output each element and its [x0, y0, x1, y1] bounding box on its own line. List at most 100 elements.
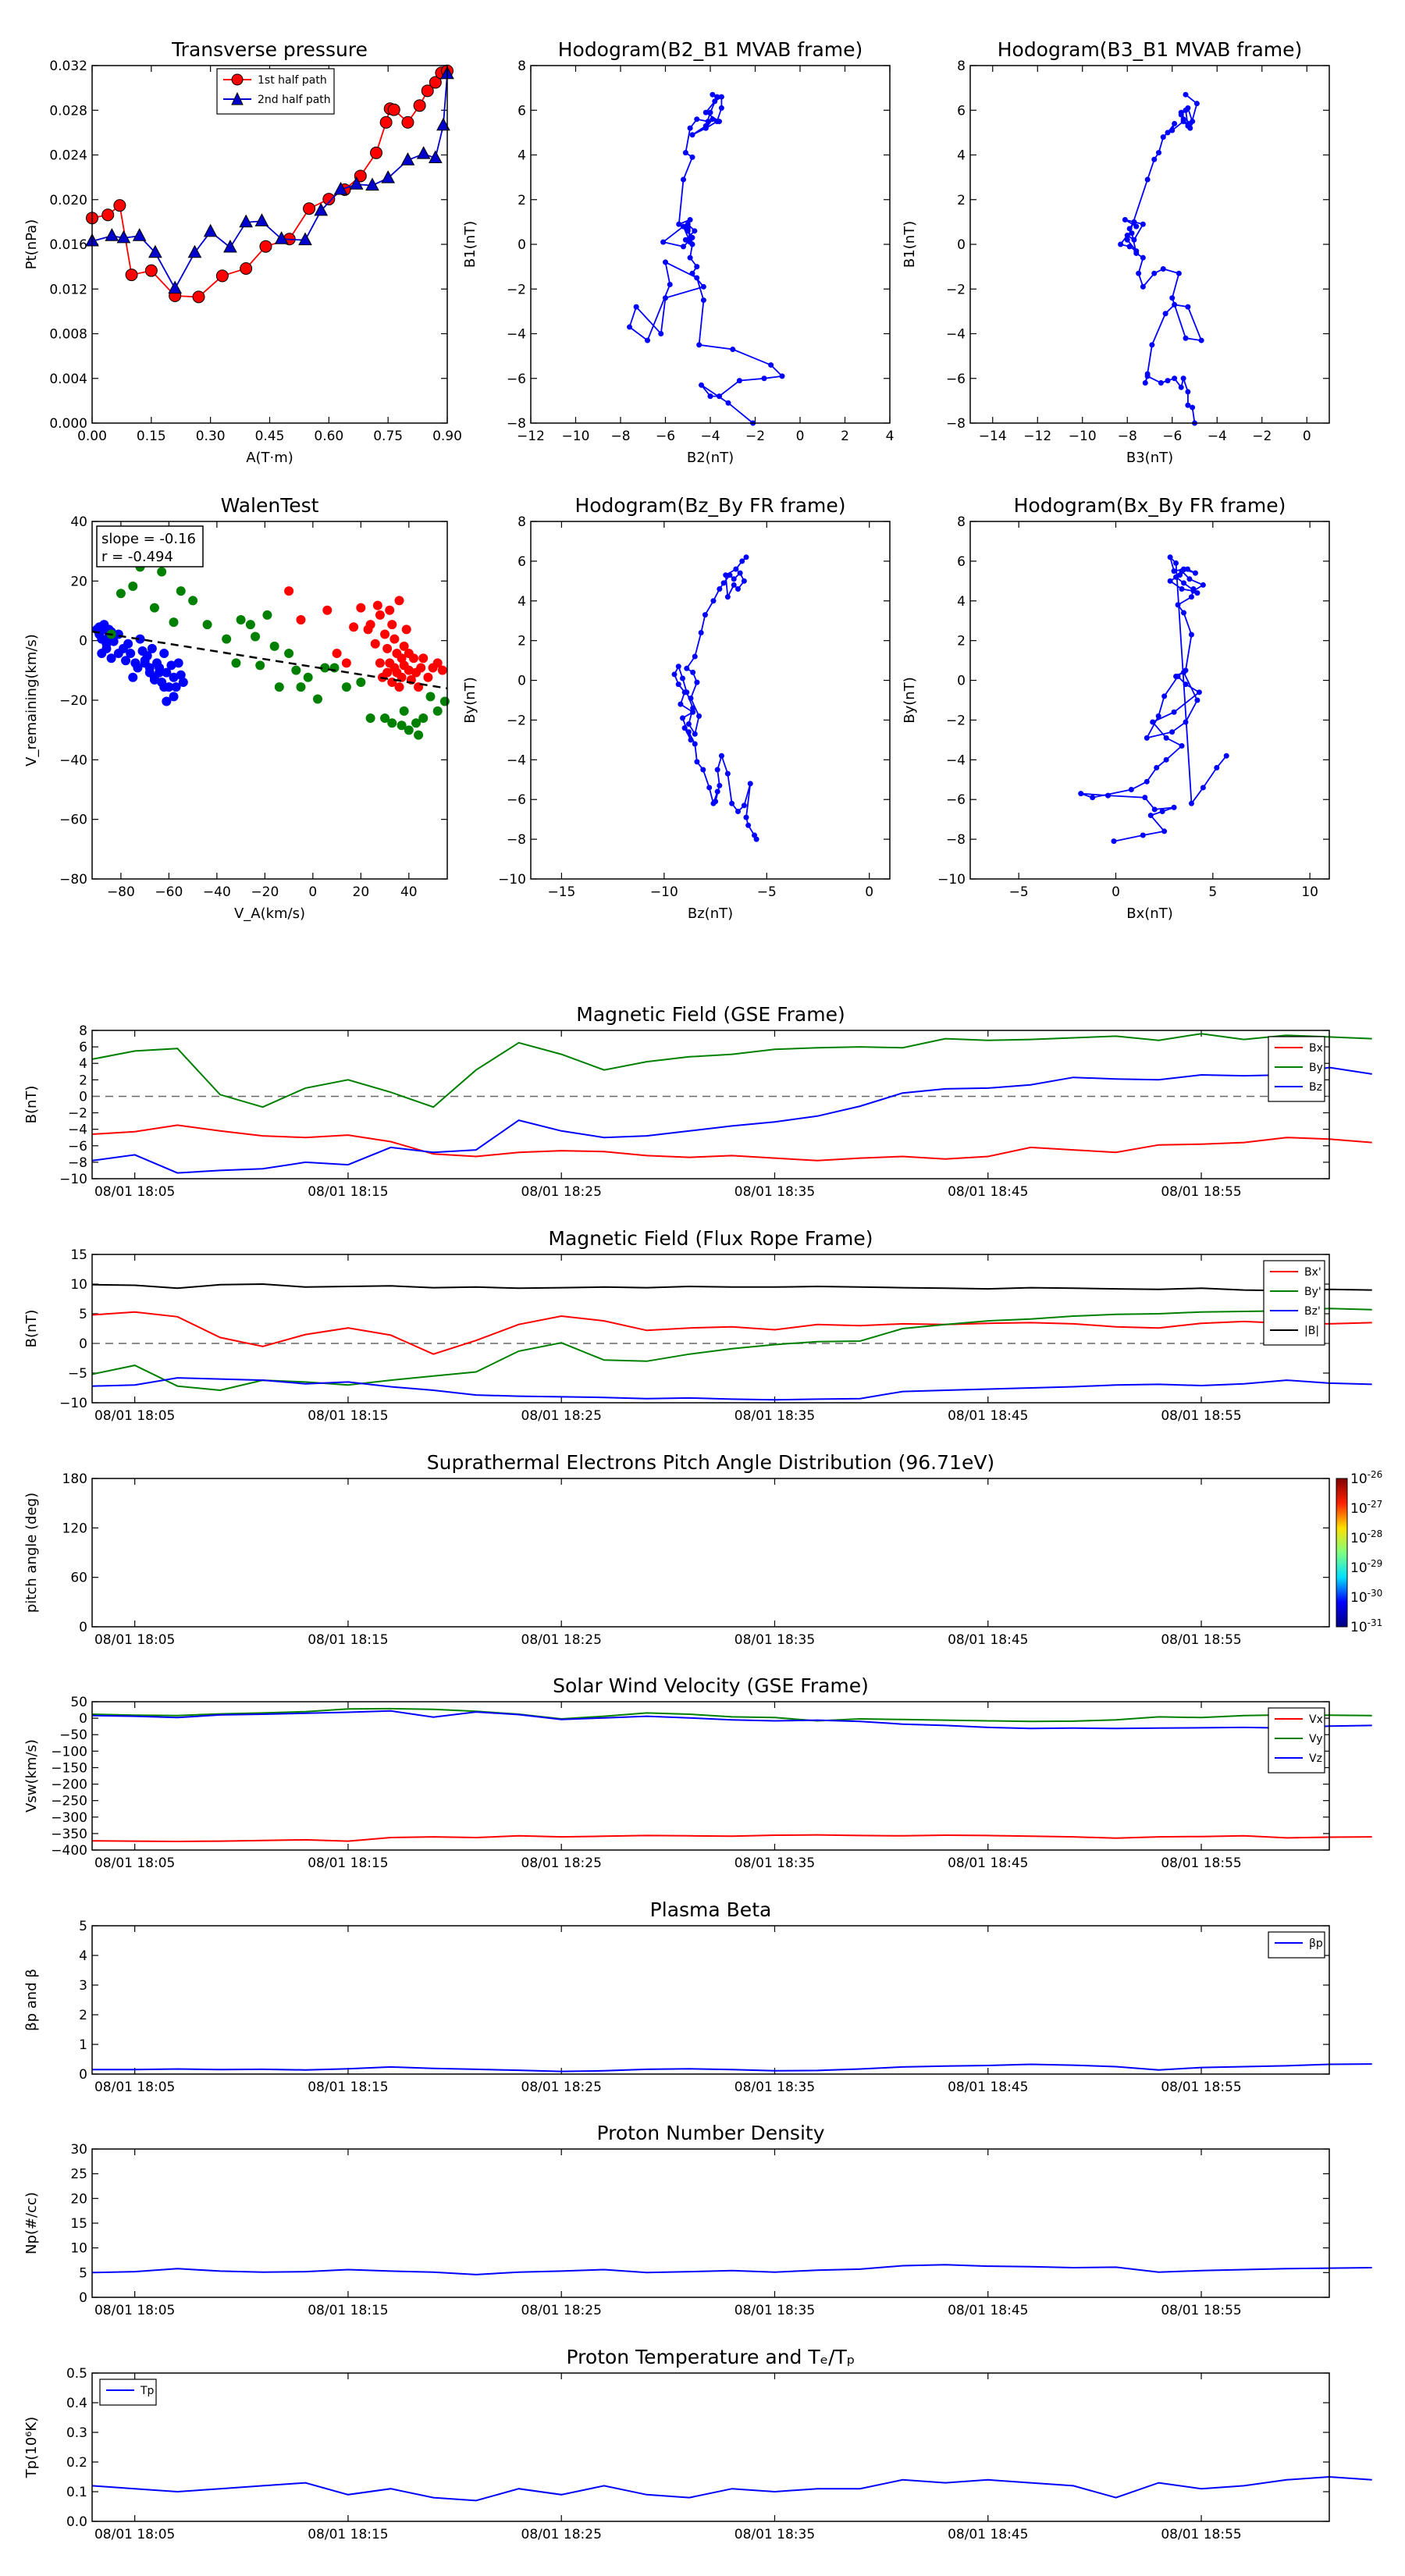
data-point [1128, 787, 1134, 792]
scatter-point-2 [375, 658, 385, 668]
data-point [1184, 566, 1190, 572]
scatter-point-0 [159, 649, 169, 659]
series-line-2 [91, 1377, 1372, 1401]
data-point [1161, 693, 1168, 699]
data-point [675, 681, 681, 688]
colorbar [1336, 1478, 1348, 1628]
data-point [1140, 283, 1146, 290]
data-point [688, 695, 694, 701]
data-point [1171, 804, 1177, 810]
x-tick-label: −6 [656, 429, 675, 444]
series-line-1 [91, 1707, 1372, 1723]
y-tick-label: 0 [79, 2067, 87, 2083]
x-tick-label: −40 [203, 884, 231, 900]
y-tick-label: −50 [59, 1727, 87, 1743]
y-tick-label: −400 [51, 1843, 87, 1859]
scatter-point-0 [176, 670, 186, 680]
chart-title: Solar Wind Velocity (GSE Frame) [553, 1674, 869, 1697]
data-point [113, 199, 126, 212]
scatter-point-0 [169, 692, 179, 702]
scatter-point-1 [439, 696, 450, 706]
y-tick-label: −100 [51, 1744, 87, 1759]
x-tick-label: 08/01 18:05 [94, 1184, 175, 1200]
data-point [1090, 795, 1096, 801]
y-axis-label: Vsw(km/s) [23, 1739, 40, 1813]
y-axis-label: B1(nT) [902, 221, 918, 268]
data-point [1169, 127, 1176, 133]
scatter-point-2 [404, 665, 414, 675]
x-tick-label: 0.45 [255, 429, 285, 444]
data-point [685, 729, 692, 735]
data-point [1131, 237, 1137, 243]
y-tick-label: 5 [79, 1919, 87, 1934]
data-point [1140, 254, 1146, 261]
y-tick-label: 0 [79, 1336, 87, 1352]
legend-label: Bx [1309, 1042, 1323, 1055]
scatter-point-2 [370, 639, 380, 649]
scatter-point-2 [372, 600, 382, 610]
data-point [731, 576, 737, 582]
x-tick-label: 08/01 18:15 [308, 1632, 388, 1648]
data-point [694, 759, 700, 765]
y-tick-label: 0.028 [49, 103, 87, 119]
data-point [1176, 270, 1182, 276]
data-point [710, 116, 716, 123]
y-tick-label: 50 [70, 1695, 87, 1710]
data-point [1183, 667, 1189, 674]
scatter-point-0 [106, 653, 116, 664]
data-point [735, 808, 741, 814]
scatter-point-0 [135, 634, 145, 644]
y-tick-label: 0 [79, 2290, 87, 2306]
scatter-point-2 [365, 620, 375, 630]
legend: βp [1268, 1931, 1325, 1959]
scatter-point-2 [284, 586, 294, 596]
y-tick-label: 0 [957, 237, 966, 253]
plot-frame [91, 65, 448, 424]
data-point [682, 237, 688, 243]
x-tick-label: 08/01 18:45 [948, 1408, 1028, 1424]
data-point [223, 239, 237, 253]
y-tick-label: −2 [68, 1106, 87, 1122]
data-point [645, 337, 650, 343]
data-point [365, 177, 379, 191]
data-point [413, 99, 426, 112]
y-axis-label: V_remaining(km/s) [23, 634, 40, 767]
y-tick-label: 0.0 [66, 2514, 87, 2530]
colorbar-tick-label: 10-26 [1350, 1469, 1382, 1487]
scatter-point-2 [332, 649, 342, 659]
scatter-point-1 [157, 567, 167, 577]
chart-title: Suprathermal Electrons Pitch Angle Distr… [427, 1451, 994, 1474]
y-tick-label: 2 [518, 634, 526, 649]
x-tick-label: −5 [1009, 884, 1029, 900]
y-tick-label: 2 [957, 634, 966, 649]
x-tick-label: 08/01 18:55 [1161, 1408, 1241, 1424]
data-point [717, 393, 722, 400]
scatter-point-1 [432, 706, 443, 716]
scatter-point-0 [162, 667, 172, 678]
data-point [1129, 230, 1135, 237]
x-tick-label: 08/01 18:25 [521, 1856, 602, 1871]
scatter-point-1 [188, 596, 198, 606]
data-point [685, 721, 692, 728]
scatter-point-0 [166, 660, 176, 671]
x-tick-label: 08/01 18:25 [521, 1184, 602, 1200]
colorbar-tick-exponent: -30 [1368, 1588, 1383, 1599]
scatter-point-0 [108, 636, 119, 646]
legend-label: Vx [1309, 1713, 1323, 1726]
legend-label: Bz' [1304, 1305, 1321, 1318]
x-axis-label: A(T·m) [246, 450, 293, 466]
data-point [1162, 311, 1168, 317]
y-tick-label: 0.3 [66, 2425, 87, 2441]
r-annotation: r = -0.494 [101, 549, 173, 565]
plot-frame [91, 1030, 1330, 1179]
data-point [724, 594, 731, 600]
data-point [1144, 778, 1150, 785]
x-tick-label: −60 [155, 884, 183, 900]
scatter-point-0 [144, 667, 155, 678]
x-tick-label: 0 [865, 884, 873, 900]
x-tick-label: 08/01 18:45 [948, 1856, 1028, 1871]
data-point [1167, 554, 1173, 560]
y-tick-label: 8 [957, 514, 966, 530]
scatter-point-0 [155, 663, 165, 673]
data-point [1156, 150, 1161, 156]
